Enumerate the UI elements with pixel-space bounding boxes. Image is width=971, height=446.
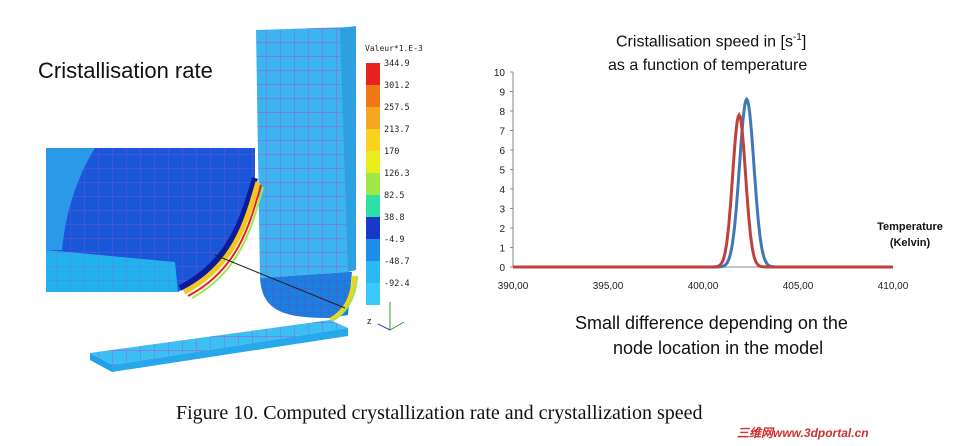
legend-swatch [366,85,380,107]
legend-label: 344.9 [384,59,410,69]
series-line-node-a [513,96,893,269]
y-tick-label: 6 [499,146,505,157]
legend-label: 257.5 [384,103,410,113]
x-tick-label: 400,00 [688,281,719,292]
chart-title-close: ] [801,33,807,51]
vertical-wall [256,26,356,278]
legend-label: 213.7 [384,125,410,135]
legend-label: 126.3 [384,169,410,179]
legend-swatch [366,173,380,195]
y-tick-label: 5 [499,166,505,177]
x-tick-label: 395,00 [593,281,624,292]
legend-swatch [366,151,380,173]
legend-label: 82.5 [384,191,405,201]
legend-label: -92.4 [384,279,410,289]
legend-label: -48.7 [384,257,410,267]
line-chart: 0 1 2 3 4 5 6 7 8 9 10 390,00 395,00 400,00 405,00 410… [494,68,943,292]
legend-color-bar [366,63,380,305]
y-tick-label: 2 [499,224,505,235]
series-line-node-b [513,111,893,269]
y-tick-label: 4 [499,185,505,196]
horizontal-plate [90,320,348,372]
x-ticks: 390,00 395,00 400,00 405,00 410,00 [498,281,909,292]
legend-label: 301.2 [384,81,410,91]
axis-triad: z [367,302,405,331]
note-line-2: node location in the model [613,338,824,358]
y-tick-label: 1 [499,244,505,255]
bend-corner [260,272,358,324]
legend-swatch [366,195,380,217]
axis-label-z: z [367,316,372,326]
y-tick-label: 7 [499,127,505,138]
note-line-1: Small difference depending on the [575,313,848,333]
fea-title: Cristallisation rate [38,58,213,83]
chart-subtitle: as a function of temperature [608,57,808,74]
y-tick-label: 3 [499,205,505,216]
legend-swatch [366,129,380,151]
chart-title-text: Cristallisation speed in [s [616,33,793,51]
legend-swatch [366,63,380,85]
series-lines [513,96,893,269]
x-tick-label: 390,00 [498,281,529,292]
y-ticks: 0 1 2 3 4 5 6 7 8 9 10 [494,68,513,274]
x-tick-label: 410,00 [878,281,909,292]
legend-swatch [366,239,380,261]
y-tick-label: 9 [499,88,505,99]
legend-title: Valeur*1.E-3 [365,44,423,53]
legend-label: 170 [384,147,400,157]
x-axis-unit: (Kelvin) [890,237,931,249]
zoom-inset [46,148,346,309]
x-axis-name: Temperature [877,221,943,233]
legend-swatch [366,217,380,239]
chart-title: Cristallisation speed in [s-1] [616,32,806,51]
chart-title-sup: -1 [792,32,802,43]
y-tick-label: 0 [499,263,505,274]
y-tick-label: 8 [499,107,505,118]
legend-swatch [366,261,380,283]
legend-label: -4.9 [384,235,405,245]
x-tick-label: 405,00 [783,281,814,292]
legend-swatch [366,107,380,129]
legend-label: 38.8 [384,213,405,223]
y-tick-label: 10 [494,68,506,79]
watermark: 三维网www.3dportal.cn [737,426,869,440]
figure-caption: Figure 10. Computed crystallization rate… [176,402,703,424]
legend-swatch [366,283,380,305]
